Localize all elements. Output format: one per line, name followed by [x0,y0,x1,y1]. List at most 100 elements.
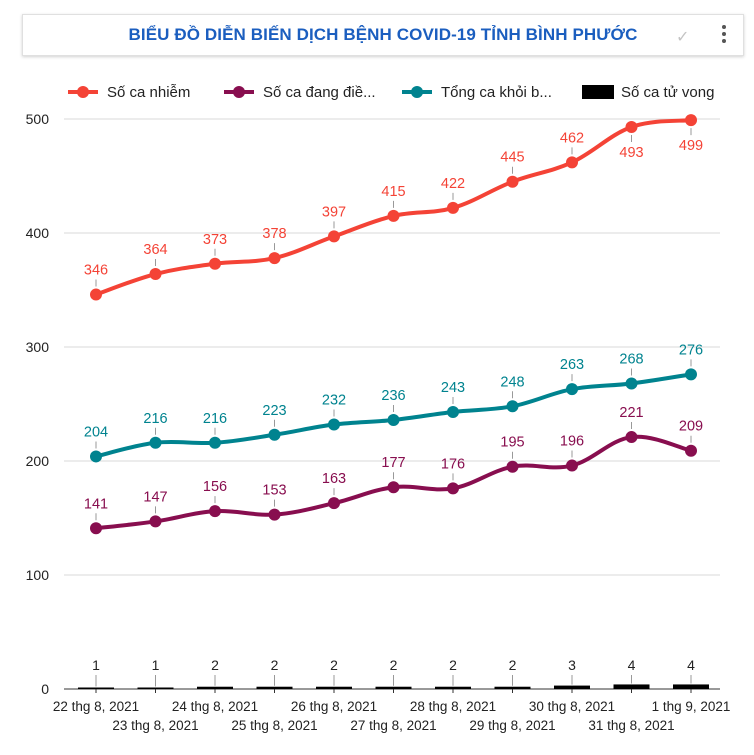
data-label: 147 [143,489,167,505]
data-point [506,175,519,188]
x-tick-label: 24 thg 8, 2021 [172,699,258,714]
bar-tu-vong [137,687,174,689]
y-tick-label: 200 [26,453,50,469]
bar-tu-vong [316,686,352,689]
data-point [566,156,578,169]
data-point [90,522,102,535]
data-point [209,257,221,270]
data-label: 243 [441,380,465,396]
bar-tu-vong [613,684,650,689]
data-label: 232 [322,393,346,409]
x-tick-label: 31 thg 8, 2021 [588,718,674,733]
kebab-menu-icon[interactable] [714,25,734,47]
data-point [506,400,519,413]
data-point [149,515,162,528]
bar-tu-vong [494,686,531,689]
data-label: 204 [84,424,108,440]
data-label: 209 [679,419,703,435]
y-tick-label: 300 [26,339,50,355]
data-label: 141 [84,496,108,512]
legend-swatch-dot [233,86,245,98]
data-point [268,428,281,441]
bar-data-label: 2 [211,657,219,673]
data-point [625,377,638,390]
data-label: 176 [441,456,465,472]
data-point [328,230,340,243]
data-label: 346 [84,263,108,279]
bar-tu-vong [435,686,471,689]
data-point [268,508,281,521]
data-label: 462 [560,130,584,146]
bar-tu-vong [554,685,590,689]
x-tick-label: 25 thg 8, 2021 [231,718,317,733]
series-line [94,118,693,297]
x-tick-label: 26 thg 8, 2021 [291,699,377,714]
bar-data-label: 2 [330,657,338,673]
chart-title-bar: BIỂU ĐỒ DIỄN BIẾN DỊCH BỆNH COVID-19 TỈN… [22,14,744,56]
data-label: 373 [203,232,227,248]
data-point [90,288,102,301]
data-point [209,436,221,449]
data-point [447,201,459,214]
legend-swatch-bar [582,85,614,99]
data-label: 195 [500,435,524,451]
legend-label: Số ca nhiễm [107,84,190,101]
data-point [328,497,340,510]
bar-data-label: 3 [568,657,576,673]
bar-data-label: 2 [509,657,517,673]
bar-data-label: 4 [687,657,695,673]
legend-label: Tổng ca khỏi b... [441,84,552,101]
x-tick-label: 22 thg 8, 2021 [53,699,139,714]
data-label: 248 [500,374,524,390]
data-label: 156 [203,479,227,495]
data-label: 163 [322,471,346,487]
data-label: 445 [500,150,524,166]
data-label: 397 [322,204,346,220]
data-label: 378 [262,226,286,242]
series-line [94,434,693,531]
legend-label: Số ca tử vong [621,84,714,101]
data-point [268,252,281,265]
bar-data-label: 2 [271,657,279,673]
data-point [625,120,638,133]
data-point [387,413,400,426]
data-label: 415 [381,184,405,200]
data-label: 422 [441,176,465,192]
y-tick-label: 500 [26,111,50,127]
data-point [387,209,400,222]
bar-tu-vong [197,686,233,689]
data-label: 268 [619,351,643,367]
x-tick-label: 1 thg 9, 2021 [652,699,731,714]
bar-tu-vong [256,686,293,689]
bar-data-label: 4 [628,657,636,673]
bar-data-label: 1 [92,657,100,673]
x-tick-label: 28 thg 8, 2021 [410,699,496,714]
data-label: 236 [381,388,405,404]
data-point [149,268,162,281]
bar-data-label: 2 [449,657,457,673]
data-point [447,482,459,495]
data-label: 276 [679,342,703,358]
chart-title: BIỂU ĐỒ DIỄN BIẾN DỊCH BỆNH COVID-19 TỈN… [128,25,638,44]
data-label: 177 [381,455,405,471]
y-tick-label: 100 [26,567,50,583]
bar-tu-vong [673,684,709,689]
x-tick-label: 27 thg 8, 2021 [350,718,436,733]
data-label: 196 [560,434,584,450]
data-point [685,368,697,381]
x-tick-label: 29 thg 8, 2021 [469,718,555,733]
data-label: 216 [143,411,167,427]
series-line [94,372,693,459]
bar-data-label: 1 [152,657,160,673]
bar-tu-vong [78,687,114,689]
data-label: 364 [143,242,167,258]
check-icon: ✓ [676,29,690,46]
data-label: 216 [203,411,227,427]
data-label: 263 [560,357,584,373]
bar-tu-vong [375,686,412,689]
legend-label: Số ca đang điề... [263,84,376,101]
data-point [447,405,459,418]
data-point [625,431,638,444]
data-point [328,418,340,431]
